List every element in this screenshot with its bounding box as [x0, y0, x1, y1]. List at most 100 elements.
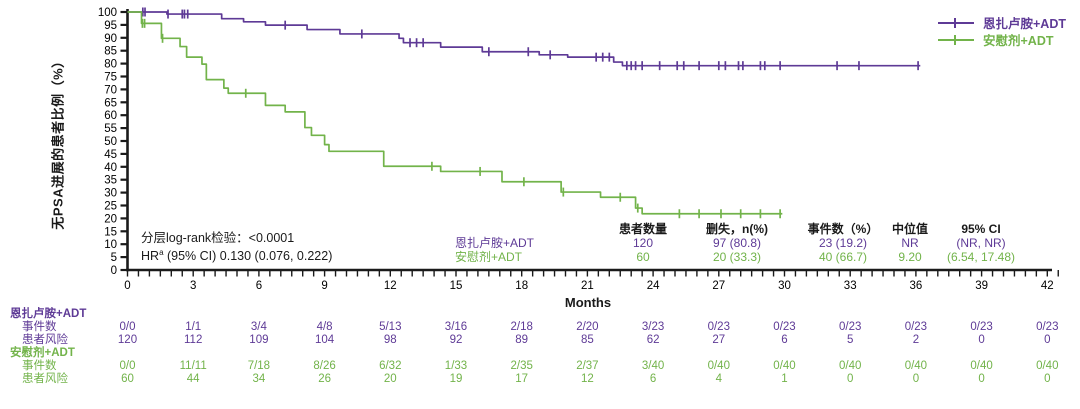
- risk-table-cell: 2/20: [576, 321, 599, 333]
- risk-table-cell: 109: [249, 334, 269, 346]
- risk-table-cell: 120: [117, 334, 138, 346]
- y-tick-label: 25: [104, 201, 117, 213]
- legend-line-icon: [938, 34, 974, 45]
- y-tick-label: 95: [104, 20, 117, 32]
- risk-table-cell: 0/40: [904, 360, 928, 372]
- risk-table-cell: 0: [978, 334, 985, 346]
- risk-table-cell: 0: [846, 373, 854, 385]
- risk-table-cell: 7/18: [247, 360, 271, 372]
- x-tick-label: 27: [712, 280, 725, 292]
- risk-table-cell: 5: [846, 334, 854, 346]
- risk-table-cell: 0/23: [1036, 321, 1059, 333]
- hr-footnote-marker: a: [159, 247, 164, 257]
- risk-table-cell: 2/35: [510, 360, 533, 372]
- x-tick-label: 42: [1041, 280, 1054, 292]
- y-tick-label: 60: [104, 110, 117, 122]
- x-tick-label: 12: [384, 280, 397, 292]
- risk-table-cell: 1/33: [444, 360, 468, 372]
- x-tick-label: 36: [910, 280, 923, 292]
- summary-value: 9.20: [898, 249, 922, 264]
- risk-table-cell: 2/37: [576, 360, 599, 372]
- y-tick-label: 20: [104, 213, 117, 225]
- legend-censor-cross-icon: [954, 17, 956, 28]
- legend-censor-cross-icon: [954, 34, 956, 45]
- risk-table-cell: 2: [912, 334, 920, 346]
- risk-table-cell: 44: [186, 373, 200, 385]
- risk-row-label-events: 事件数: [22, 321, 57, 333]
- risk-table-cell: 89: [515, 334, 529, 346]
- risk-table-cell: 92: [449, 334, 463, 346]
- y-tick-label: 65: [104, 97, 117, 109]
- y-tick-label: 50: [104, 136, 117, 148]
- risk-table-cell: 98: [383, 334, 397, 346]
- y-tick-label: 80: [104, 59, 117, 71]
- risk-table-cell: 27: [712, 334, 726, 346]
- summary-col-header: 事件数（%）: [807, 222, 879, 236]
- risk-table-cell: 11/11: [179, 360, 207, 372]
- y-tick-label: 55: [104, 123, 117, 135]
- y-tick-label: 45: [104, 149, 117, 161]
- risk-table-cell: 19: [449, 373, 463, 385]
- y-tick-label: 30: [104, 188, 117, 200]
- x-tick-label: 18: [515, 280, 528, 292]
- risk-table-cell: 4: [715, 373, 722, 385]
- risk-table-cell: 12: [580, 373, 594, 385]
- risk-table-cell: 3/16: [444, 321, 468, 333]
- risk-table-cell: 0: [1044, 373, 1051, 385]
- legend-item: 安慰剂+ADT: [938, 31, 1066, 48]
- summary-value: 23 (19.2): [818, 236, 868, 250]
- summary-row-label: 安慰剂+ADT: [455, 249, 523, 264]
- risk-table-cell: 0/0: [119, 321, 136, 333]
- y-axis-label: 无PSA进展的患者比例（%）: [50, 54, 66, 230]
- y-tick-label: 0: [111, 265, 117, 277]
- risk-table-cell: 0/40: [838, 360, 862, 372]
- risk-table-cell: 0/23: [838, 321, 862, 333]
- legend-label: 安慰剂+ADT: [983, 34, 1054, 48]
- legend: 恩扎卢胺+ADT 安慰剂+ADT: [938, 14, 1066, 48]
- summary-col-header: 95% CI: [961, 222, 1001, 236]
- risk-row-label-at-risk: 患者风险: [22, 334, 68, 346]
- risk-table-cell: 0: [978, 373, 985, 385]
- x-tick-label: 30: [778, 280, 791, 292]
- x-tick-label: 24: [647, 280, 660, 292]
- summary-row-label: 恩扎卢胺+ADT: [455, 236, 535, 250]
- logrank-line: 分层log-rank检验：<0.0001: [141, 231, 295, 245]
- summary-col-header: 患者数量: [618, 222, 667, 236]
- x-tick-label: 0: [124, 280, 130, 292]
- risk-table-cell: 3/40: [641, 360, 665, 372]
- risk-table-cell: 0/23: [773, 321, 796, 333]
- risk-table-cell: 112: [184, 334, 203, 346]
- x-axis-label: Months: [564, 295, 612, 310]
- km-curve-placebo: [127, 11, 783, 215]
- km-curve-enza: [127, 11, 921, 67]
- y-tick-label: 10: [104, 239, 117, 251]
- summary-value: NR: [901, 236, 919, 250]
- y-tick-label: 35: [104, 175, 117, 187]
- risk-table-cell: 6/32: [379, 360, 402, 372]
- risk-table-cell: 0/40: [970, 360, 993, 372]
- x-tick-label: 15: [450, 280, 463, 292]
- y-tick-label: 70: [104, 84, 117, 96]
- risk-table-cell: 62: [646, 334, 660, 346]
- summary-value: (6.54, 17.48): [946, 249, 1016, 264]
- hr-line: HRa (95% CI) 0.130 (0.076, 0.222): [141, 247, 333, 263]
- risk-table-cell: 0/0: [119, 360, 136, 372]
- y-tick-label: 100: [98, 7, 117, 19]
- y-tick-label: 15: [104, 226, 117, 238]
- risk-table-cell: 6: [781, 334, 788, 346]
- x-tick-label: 9: [321, 280, 327, 292]
- risk-table-cell: 60: [121, 373, 134, 385]
- risk-table-cell: 0: [1044, 334, 1051, 346]
- summary-col-header: 删失，n(%): [706, 222, 768, 236]
- risk-table-cell: 6: [649, 373, 657, 385]
- summary-value: 40 (66.7): [818, 249, 868, 264]
- summary-value: 60: [636, 249, 650, 264]
- risk-table-cell: 0: [912, 373, 920, 385]
- summary-col-header: 中位值: [891, 222, 928, 236]
- summary-value: (NR, NR): [956, 236, 1006, 250]
- x-tick-label: 6: [256, 280, 262, 292]
- x-tick-label: 39: [975, 280, 988, 292]
- summary-value: 97 (80.8): [712, 236, 762, 250]
- stats-annotation: 分层log-rank检验：<0.0001 HRa (95% CI) 0.130 …: [141, 231, 333, 263]
